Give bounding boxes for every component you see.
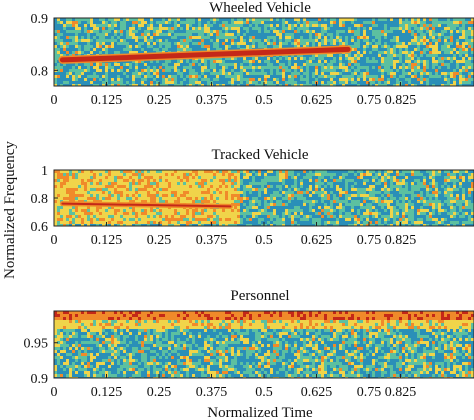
y-tick-label: 0.6 <box>31 220 49 235</box>
panel-personnel: Personnel 0 0.125 0.25 0.375 0.5 0.625 0.75 0.8… <box>24 288 474 420</box>
x-tick-label: 0.375 <box>196 233 228 248</box>
x-tick-label: 0.5 <box>255 385 273 400</box>
x-tick-label: 0.825 <box>385 385 417 400</box>
panel-title: Personnel <box>230 288 289 304</box>
y-tick-label: 0.8 <box>31 192 49 207</box>
x-tick-label: 0.825 <box>385 233 417 248</box>
heatmap-cells <box>54 18 474 86</box>
panel-tracked-vehicle: Tracked Vehicle 0 0.125 0.25 0.375 0.5 0.625 0… <box>31 147 474 248</box>
y-tick-label: 0.8 <box>31 64 49 79</box>
x-tick-label: 0.75 <box>357 385 382 400</box>
x-tick-label: 0 <box>51 385 58 400</box>
signal-trace <box>59 46 351 63</box>
x-tick-label: 0.75 <box>357 93 382 108</box>
x-tick-label: 0.125 <box>91 385 123 400</box>
signal-trace <box>61 202 232 208</box>
x-tick-label: 0.375 <box>196 385 228 400</box>
panel-wheeled-vehicle: Wheeled Vehicle 0 0.125 0.25 0.375 0.5 0.625 0… <box>31 0 474 108</box>
x-tick-label: 0.375 <box>196 93 228 108</box>
heatmap-cells <box>54 170 474 226</box>
x-tick-label: 0.625 <box>301 233 333 248</box>
x-tick-label: 0.125 <box>91 93 123 108</box>
x-tick-label: 0.5 <box>255 93 273 108</box>
x-tick-label: 0.75 <box>357 233 382 248</box>
x-axis-label: Normalized Time <box>207 405 313 420</box>
panel-title: Wheeled Vehicle <box>209 0 311 16</box>
y-tick-label: 1 <box>41 164 48 179</box>
heatmap-cells <box>54 311 474 378</box>
y-tick-label: 0.9 <box>31 12 49 27</box>
y-tick-label: 0.9 <box>31 372 49 387</box>
heatmap-plot-area: 0 0.125 0.25 0.375 0.5 0.625 0.75 0.825 0.8 0.9 <box>31 12 474 108</box>
x-tick-label: 0.825 <box>385 93 417 108</box>
x-tick-label: 0 <box>51 93 58 108</box>
panel-title: Tracked Vehicle <box>211 147 308 163</box>
y-tick-label: 0.95 <box>24 337 49 352</box>
shared-y-axis-label: Normalized Frequency <box>2 141 18 279</box>
x-tick-label: 0.25 <box>147 385 172 400</box>
x-tick-label: 0.625 <box>301 93 333 108</box>
x-tick-label: 0.125 <box>91 233 123 248</box>
heatmap-plot-area: 0 0.125 0.25 0.375 0.5 0.625 0.75 0.825 0.6 0.8 1 <box>31 164 474 248</box>
x-tick-label: 0 <box>51 233 58 248</box>
x-tick-label: 0.625 <box>301 385 333 400</box>
x-tick-label: 0.25 <box>147 93 172 108</box>
x-tick-label: 0.5 <box>255 233 273 248</box>
heatmap-plot-area: 0 0.125 0.25 0.375 0.5 0.625 0.75 0.825 0.9 0.95 <box>24 310 474 400</box>
x-tick-label: 0.25 <box>147 233 172 248</box>
